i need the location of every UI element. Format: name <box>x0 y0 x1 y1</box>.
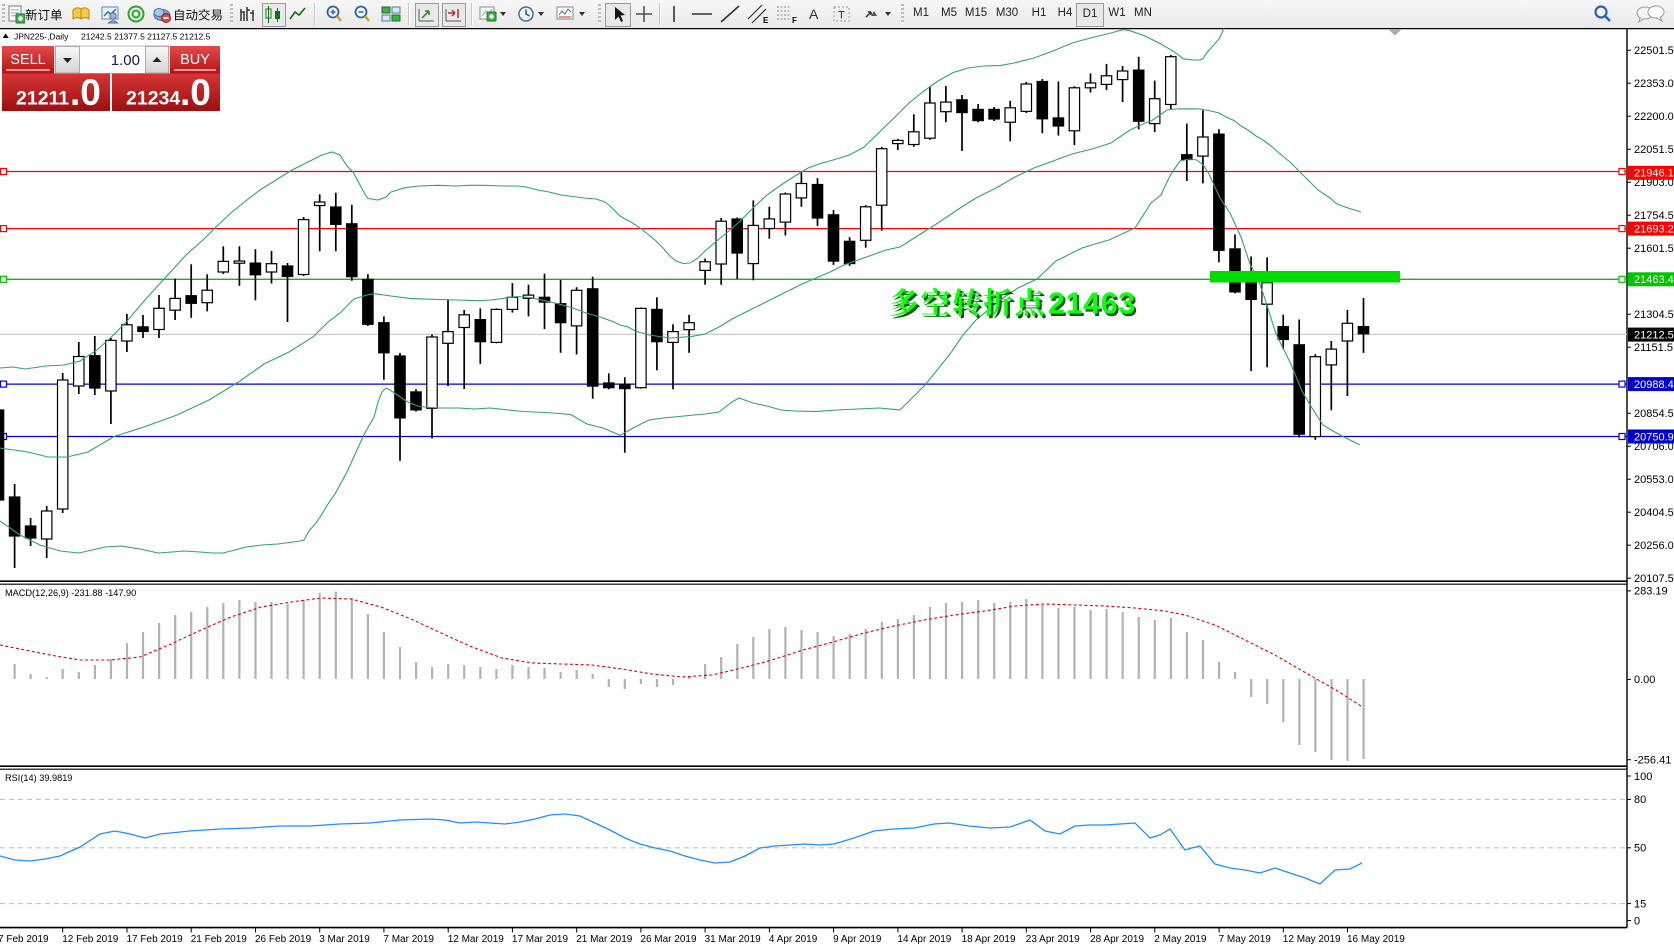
svg-text:17 Feb 2019: 17 Feb 2019 <box>127 934 184 945</box>
svg-text:20107.5: 20107.5 <box>1634 573 1674 585</box>
svg-text:12 Mar 2019: 12 Mar 2019 <box>448 934 505 945</box>
svg-text:22051.5: 22051.5 <box>1634 144 1674 156</box>
svg-text:20404.5: 20404.5 <box>1634 507 1674 519</box>
svg-text:14 Apr 2019: 14 Apr 2019 <box>897 934 951 945</box>
svg-text:RSI(14) 39.9819: RSI(14) 39.9819 <box>5 773 72 783</box>
svg-text:20750.9: 20750.9 <box>1634 431 1674 443</box>
svg-text:26 Feb 2019: 26 Feb 2019 <box>255 934 312 945</box>
svg-text:21 Mar 2019: 21 Mar 2019 <box>576 934 633 945</box>
svg-text:26 Mar 2019: 26 Mar 2019 <box>640 934 697 945</box>
svg-text:17 Mar 2019: 17 Mar 2019 <box>512 934 569 945</box>
svg-text:21463: 21463 <box>1050 289 1138 323</box>
svg-text:9 Apr 2019: 9 Apr 2019 <box>833 934 882 945</box>
svg-text:21601.5: 21601.5 <box>1634 243 1674 255</box>
svg-text:.0: .0 <box>70 72 101 113</box>
svg-text:31 Mar 2019: 31 Mar 2019 <box>705 934 762 945</box>
svg-text:20706.0: 20706.0 <box>1634 441 1674 453</box>
svg-text:21693.2: 21693.2 <box>1634 223 1674 235</box>
svg-text:20854.5: 20854.5 <box>1634 408 1674 420</box>
svg-text:21304.5: 21304.5 <box>1634 309 1674 321</box>
svg-text:7 Mar 2019: 7 Mar 2019 <box>383 934 434 945</box>
svg-text:2 May 2019: 2 May 2019 <box>1154 934 1207 945</box>
svg-text:21903.0: 21903.0 <box>1634 177 1674 189</box>
svg-text:4 Apr 2019: 4 Apr 2019 <box>769 934 818 945</box>
svg-text:16 May 2019: 16 May 2019 <box>1347 934 1405 945</box>
svg-text:23 Apr 2019: 23 Apr 2019 <box>1026 934 1080 945</box>
svg-text:15: 15 <box>1634 898 1646 910</box>
svg-text:7 Feb 2019: 7 Feb 2019 <box>0 934 49 945</box>
svg-text:21 Feb 2019: 21 Feb 2019 <box>191 934 248 945</box>
svg-text:3 Mar 2019: 3 Mar 2019 <box>319 934 370 945</box>
svg-text:21463: 21463 <box>1048 287 1136 321</box>
svg-text:20256.0: 20256.0 <box>1634 540 1674 552</box>
svg-text:18 Apr 2019: 18 Apr 2019 <box>962 934 1016 945</box>
svg-text:22200.0: 22200.0 <box>1634 111 1674 123</box>
svg-text:21234: 21234 <box>126 88 180 110</box>
svg-text:21212.5: 21212.5 <box>1634 329 1674 341</box>
svg-text:BUY: BUY <box>180 52 210 68</box>
svg-text:T: T <box>838 10 845 22</box>
svg-text:.0: .0 <box>180 72 211 113</box>
svg-text:22353.0: 22353.0 <box>1634 78 1674 90</box>
svg-text:80: 80 <box>1634 794 1646 806</box>
svg-text:MACD(12,26,9) -231.88 -147.90: MACD(12,26,9) -231.88 -147.90 <box>5 588 136 598</box>
svg-text:12 Feb 2019: 12 Feb 2019 <box>62 934 119 945</box>
svg-text:283.19: 283.19 <box>1634 586 1668 598</box>
svg-text:-256.41: -256.41 <box>1634 755 1671 767</box>
svg-text:21463.4: 21463.4 <box>1634 274 1674 286</box>
svg-text:1.00: 1.00 <box>111 52 140 69</box>
svg-text:21211: 21211 <box>16 88 69 110</box>
svg-text:0.00: 0.00 <box>1634 674 1655 686</box>
svg-text:7 May 2019: 7 May 2019 <box>1219 934 1272 945</box>
svg-text:20553.0: 20553.0 <box>1634 474 1674 486</box>
svg-text:21946.1: 21946.1 <box>1634 168 1674 180</box>
svg-text:12 May 2019: 12 May 2019 <box>1283 934 1341 945</box>
svg-text:50: 50 <box>1634 843 1646 855</box>
svg-text:21754.5: 21754.5 <box>1634 210 1674 222</box>
svg-text:22501.5: 22501.5 <box>1634 45 1674 57</box>
svg-text:21151.5: 21151.5 <box>1634 342 1673 354</box>
svg-text:100: 100 <box>1634 771 1652 783</box>
svg-text:E: E <box>763 16 769 25</box>
svg-text:A: A <box>809 6 819 22</box>
svg-text:20988.4: 20988.4 <box>1634 379 1674 391</box>
svg-text:SELL: SELL <box>10 52 45 68</box>
svg-text:F: F <box>792 16 797 25</box>
svg-text:0: 0 <box>1634 915 1640 927</box>
svg-text:28 Apr 2019: 28 Apr 2019 <box>1090 934 1144 945</box>
svg-text:21242.5 21377.5 21127.5 21212.: 21242.5 21377.5 21127.5 21212.5 <box>81 32 211 42</box>
svg-text:JPN225-,Daily: JPN225-,Daily <box>14 32 69 42</box>
